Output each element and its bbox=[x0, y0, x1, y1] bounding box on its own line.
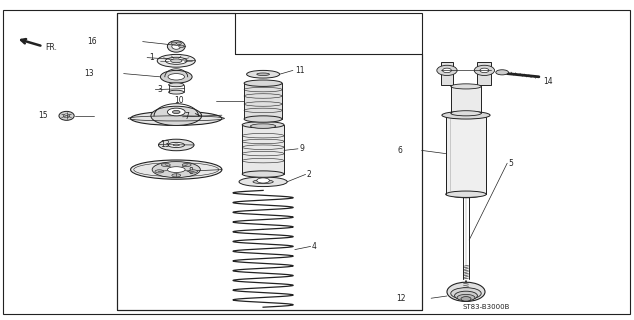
Text: 13: 13 bbox=[84, 69, 94, 78]
Ellipse shape bbox=[171, 42, 176, 44]
Polygon shape bbox=[244, 83, 282, 119]
Text: FR.: FR. bbox=[46, 43, 58, 52]
Text: 14: 14 bbox=[543, 77, 552, 86]
Text: ST83-B3000B: ST83-B3000B bbox=[463, 304, 510, 309]
Text: 11: 11 bbox=[295, 66, 304, 75]
Ellipse shape bbox=[172, 174, 181, 177]
Ellipse shape bbox=[160, 70, 192, 83]
Text: 1: 1 bbox=[149, 53, 153, 62]
Ellipse shape bbox=[172, 110, 180, 114]
Ellipse shape bbox=[496, 70, 508, 75]
Bar bbox=[446, 115, 486, 194]
Ellipse shape bbox=[173, 144, 179, 146]
Ellipse shape bbox=[451, 111, 481, 116]
Ellipse shape bbox=[155, 170, 164, 173]
Ellipse shape bbox=[239, 177, 287, 187]
Ellipse shape bbox=[446, 112, 486, 118]
Text: 4: 4 bbox=[312, 242, 317, 251]
Ellipse shape bbox=[169, 83, 184, 87]
Bar bbox=[441, 62, 453, 85]
Ellipse shape bbox=[250, 124, 276, 128]
Ellipse shape bbox=[253, 180, 273, 184]
Ellipse shape bbox=[165, 57, 187, 64]
Ellipse shape bbox=[167, 167, 185, 172]
Ellipse shape bbox=[169, 90, 184, 94]
Ellipse shape bbox=[452, 193, 480, 198]
Ellipse shape bbox=[446, 191, 486, 197]
Text: 5: 5 bbox=[508, 159, 514, 168]
Ellipse shape bbox=[131, 111, 222, 125]
Ellipse shape bbox=[455, 291, 477, 300]
Ellipse shape bbox=[461, 297, 471, 301]
Ellipse shape bbox=[257, 178, 269, 183]
Ellipse shape bbox=[63, 114, 70, 118]
Ellipse shape bbox=[168, 74, 184, 80]
Ellipse shape bbox=[151, 106, 202, 125]
Bar bbox=[477, 62, 491, 85]
Ellipse shape bbox=[242, 122, 284, 128]
Ellipse shape bbox=[168, 142, 184, 148]
Text: 15: 15 bbox=[38, 111, 48, 120]
Polygon shape bbox=[242, 125, 284, 174]
Ellipse shape bbox=[167, 108, 185, 116]
Text: 3: 3 bbox=[157, 85, 162, 94]
Ellipse shape bbox=[152, 162, 200, 178]
Ellipse shape bbox=[172, 44, 181, 49]
Bar bbox=[117, 13, 422, 310]
Bar bbox=[117, 13, 422, 310]
Ellipse shape bbox=[176, 42, 181, 44]
Text: 10: 10 bbox=[174, 96, 184, 105]
Text: 9: 9 bbox=[299, 144, 304, 153]
Ellipse shape bbox=[442, 111, 490, 119]
Ellipse shape bbox=[247, 70, 280, 78]
Ellipse shape bbox=[457, 294, 475, 301]
Ellipse shape bbox=[443, 68, 451, 73]
Text: 7: 7 bbox=[184, 112, 189, 121]
Ellipse shape bbox=[480, 68, 489, 73]
Ellipse shape bbox=[474, 65, 495, 76]
Text: 16: 16 bbox=[87, 37, 96, 46]
Ellipse shape bbox=[451, 288, 481, 299]
Ellipse shape bbox=[451, 84, 481, 89]
Ellipse shape bbox=[157, 54, 195, 67]
Ellipse shape bbox=[167, 41, 185, 52]
Ellipse shape bbox=[242, 171, 284, 177]
Ellipse shape bbox=[162, 163, 171, 166]
Ellipse shape bbox=[131, 160, 222, 179]
Text: 12: 12 bbox=[396, 294, 406, 303]
Ellipse shape bbox=[189, 170, 198, 173]
Ellipse shape bbox=[158, 139, 194, 151]
Ellipse shape bbox=[257, 73, 269, 76]
Text: 6: 6 bbox=[397, 146, 402, 155]
Text: 8: 8 bbox=[188, 167, 193, 176]
Ellipse shape bbox=[179, 45, 184, 48]
Ellipse shape bbox=[244, 116, 282, 122]
Bar bbox=[451, 86, 481, 113]
Ellipse shape bbox=[182, 163, 191, 166]
Ellipse shape bbox=[437, 65, 457, 76]
Ellipse shape bbox=[59, 111, 74, 120]
Text: 13: 13 bbox=[160, 140, 169, 149]
Ellipse shape bbox=[171, 59, 182, 63]
Text: 2: 2 bbox=[307, 170, 311, 179]
Ellipse shape bbox=[244, 80, 282, 86]
Ellipse shape bbox=[447, 282, 485, 301]
